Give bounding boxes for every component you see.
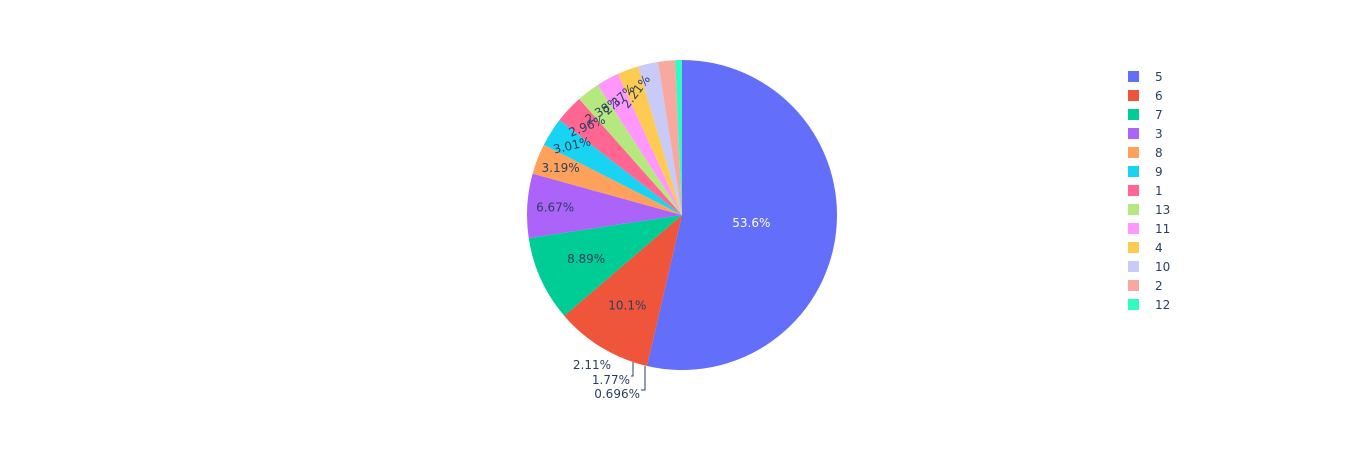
legend-item-1[interactable]: 1 — [1128, 181, 1170, 200]
pie-slice-12[interactable] — [675, 60, 682, 215]
pie-slice-1[interactable] — [559, 98, 682, 215]
legend-swatch — [1128, 280, 1139, 291]
pie-slice-5[interactable] — [647, 60, 838, 371]
legend-swatch — [1128, 128, 1139, 139]
legend-item-3[interactable]: 3 — [1128, 124, 1170, 143]
pie-slice-3[interactable] — [527, 173, 682, 239]
slice-label-2: 1.77% — [592, 373, 630, 387]
pie-slice-9[interactable] — [543, 120, 682, 215]
legend-swatch — [1128, 185, 1139, 196]
slice-label-5: 53.6% — [732, 216, 770, 230]
legend-item-11[interactable]: 11 — [1128, 219, 1170, 238]
legend-label: 7 — [1155, 107, 1163, 122]
legend-swatch — [1128, 109, 1139, 120]
pie-slice-11[interactable] — [597, 73, 682, 216]
legend: 5 6 7 3 8 9 1 13 11 4 10 2 12 — [1128, 67, 1170, 314]
legend-swatch — [1128, 223, 1139, 234]
legend-label: 3 — [1155, 126, 1163, 141]
slice-label-6: 10.1% — [608, 298, 646, 312]
legend-label: 8 — [1155, 145, 1163, 160]
legend-label: 4 — [1155, 240, 1163, 255]
slice-label-7: 8.89% — [567, 252, 605, 266]
legend-label: 2 — [1155, 278, 1163, 293]
pie-slice-13[interactable] — [579, 84, 682, 215]
slice-label-3: 6.67% — [536, 201, 574, 215]
slice-label-12: 0.696% — [594, 387, 640, 401]
legend-label: 10 — [1155, 259, 1171, 274]
leader-line-12 — [641, 366, 646, 391]
legend-swatch — [1128, 90, 1139, 101]
legend-item-2[interactable]: 2 — [1128, 276, 1170, 295]
legend-item-6[interactable]: 6 — [1128, 86, 1170, 105]
pie-slice-2[interactable] — [658, 60, 682, 216]
slice-label-8: 3.19% — [542, 161, 580, 175]
pie-slice-6[interactable] — [564, 215, 682, 366]
slice-label-10: 2.11% — [573, 358, 611, 372]
legend-item-4[interactable]: 4 — [1128, 238, 1170, 257]
legend-label: 6 — [1155, 88, 1163, 103]
legend-label: 9 — [1155, 164, 1163, 179]
pie-slice-4[interactable] — [617, 66, 682, 215]
pie-slice-8[interactable] — [532, 144, 682, 215]
legend-swatch — [1128, 242, 1139, 253]
pie-slice-10[interactable] — [638, 61, 682, 215]
legend-label: 5 — [1155, 69, 1163, 84]
legend-label: 13 — [1155, 202, 1171, 217]
legend-item-13[interactable]: 13 — [1128, 200, 1170, 219]
legend-item-8[interactable]: 8 — [1128, 143, 1170, 162]
legend-label: 1 — [1155, 183, 1163, 198]
legend-item-5[interactable]: 5 — [1128, 67, 1170, 86]
legend-item-10[interactable]: 10 — [1128, 257, 1170, 276]
legend-item-7[interactable]: 7 — [1128, 105, 1170, 124]
legend-swatch — [1128, 299, 1139, 310]
legend-swatch — [1128, 204, 1139, 215]
legend-swatch — [1128, 147, 1139, 158]
pie-slice-7[interactable] — [528, 215, 682, 316]
legend-swatch — [1128, 261, 1139, 272]
legend-label: 12 — [1155, 297, 1171, 312]
legend-item-9[interactable]: 9 — [1128, 162, 1170, 181]
leader-line-2 — [631, 362, 634, 377]
legend-item-12[interactable]: 12 — [1128, 295, 1170, 314]
legend-swatch — [1128, 166, 1139, 177]
legend-swatch — [1128, 71, 1139, 82]
legend-label: 11 — [1155, 221, 1171, 236]
